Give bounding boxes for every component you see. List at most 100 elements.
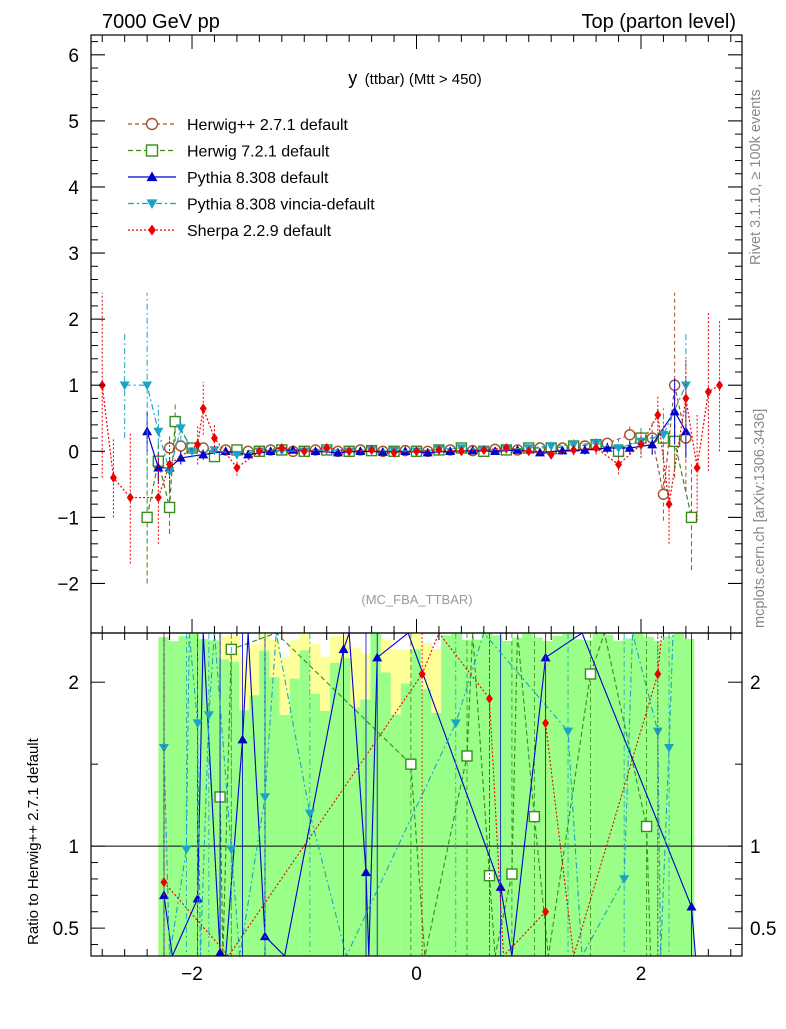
data-point xyxy=(624,429,636,441)
data-point xyxy=(457,446,465,457)
data-point xyxy=(445,446,456,456)
data-point xyxy=(220,446,231,456)
plot-title: y (ttbar) (Mtt > 450) xyxy=(348,68,482,88)
ratio-band-green xyxy=(420,689,432,956)
ratio-band-green xyxy=(522,633,533,956)
data-point xyxy=(169,415,181,428)
legend-marker xyxy=(145,117,159,131)
legend-label: Pythia 8.308 vincia-default xyxy=(187,197,375,214)
legend-label: Pythia 8.308 default xyxy=(187,170,329,187)
ratio-point xyxy=(405,758,417,770)
data-point xyxy=(546,442,557,452)
ratio-point xyxy=(652,727,663,737)
ratio-band-green xyxy=(319,711,331,956)
data-point xyxy=(490,446,501,456)
data-point xyxy=(682,393,690,404)
ratio-point xyxy=(237,734,248,744)
ratio-band-green xyxy=(279,714,291,956)
ratio-band-green xyxy=(330,662,341,956)
data-point xyxy=(680,426,691,436)
data-point xyxy=(615,459,623,470)
ratio-band-green xyxy=(410,649,422,956)
ratio-band-green xyxy=(471,639,483,956)
legend-marker xyxy=(146,199,158,209)
ratio-band-green xyxy=(673,633,685,956)
ratio-band-green xyxy=(380,672,392,956)
legend-entry: Pythia 8.308 vincia-default xyxy=(128,197,375,214)
ratio-band-green xyxy=(178,636,190,956)
legend-marker xyxy=(148,224,156,236)
legend-label: Herwig 7.2.1 default xyxy=(187,144,330,161)
legend-entry: Pythia 8.308 default xyxy=(128,170,329,187)
ratio-series xyxy=(158,633,697,956)
ratio-point xyxy=(542,718,550,729)
data-point xyxy=(243,449,254,459)
watermark: (MC_FBA_TTBAR) xyxy=(361,592,472,607)
data-point xyxy=(126,492,134,503)
data-point xyxy=(255,446,263,457)
ratio-band-green xyxy=(299,650,311,956)
data-point xyxy=(579,444,590,454)
data-point xyxy=(265,446,276,456)
ratio-band-green xyxy=(340,658,351,956)
data-point xyxy=(716,380,724,391)
data-point xyxy=(693,462,701,473)
data-point xyxy=(199,403,207,414)
y-tick-label: −2 xyxy=(57,574,79,595)
y-tick-label: 0 xyxy=(68,442,79,463)
ratio-band-green xyxy=(390,714,402,956)
data-point xyxy=(657,488,670,500)
y-tick-label: 2 xyxy=(68,310,79,331)
data-point xyxy=(233,462,241,473)
ratio-line xyxy=(163,633,697,956)
ratio-band-green xyxy=(370,633,382,956)
ratio-band-green xyxy=(400,683,412,956)
ratio-line xyxy=(163,633,674,956)
ratio-y-tick-label-left: 1 xyxy=(68,837,79,858)
ratio-band-green xyxy=(633,633,644,956)
ratio-band-green xyxy=(653,641,664,956)
data-point xyxy=(141,511,153,524)
data-point xyxy=(422,447,433,457)
data-point xyxy=(154,492,162,503)
ratio-band-green xyxy=(491,635,503,956)
rivet-label: Rivet 3.1.10, ≥ 100k events xyxy=(748,89,764,265)
ratio-point xyxy=(259,793,270,802)
data-point xyxy=(142,381,153,391)
data-point xyxy=(413,446,420,457)
ratio-band-green xyxy=(643,636,654,956)
y-tick-label: 5 xyxy=(68,112,79,133)
ratio-point xyxy=(483,869,496,882)
ratio-y-tick-label-right: 0.5 xyxy=(750,919,776,940)
x-tick-label: −2 xyxy=(181,964,203,985)
ratio-band-green xyxy=(168,641,180,956)
ratio-band-green xyxy=(229,661,240,956)
ratio-band-green xyxy=(572,639,584,956)
series-2 xyxy=(142,378,691,482)
ratio-point xyxy=(203,711,214,720)
ratio-series-3 xyxy=(160,633,663,956)
ratio-band-green xyxy=(592,634,604,956)
data-point xyxy=(602,442,613,452)
data-point xyxy=(175,452,186,462)
main-series xyxy=(98,292,724,584)
ratio-point xyxy=(542,906,550,917)
ratio-point xyxy=(215,947,225,956)
data-point xyxy=(467,445,478,455)
ratio-band-green xyxy=(602,634,614,956)
plot-title-main: y xyxy=(348,68,357,88)
ratio-point xyxy=(304,809,315,819)
data-point xyxy=(665,499,673,510)
data-point xyxy=(175,424,186,434)
x-tick-labels: −2 0 2 xyxy=(181,964,646,985)
data-point xyxy=(323,442,331,453)
data-point xyxy=(332,447,343,457)
header-left: 7000 GeV pp xyxy=(102,11,220,33)
data-point xyxy=(164,467,175,477)
data-point xyxy=(119,381,130,391)
ratio-point xyxy=(584,668,597,680)
data-point xyxy=(570,444,578,455)
data-point xyxy=(310,446,321,456)
ratio-point xyxy=(563,727,574,737)
ratio-band-green xyxy=(218,659,230,956)
